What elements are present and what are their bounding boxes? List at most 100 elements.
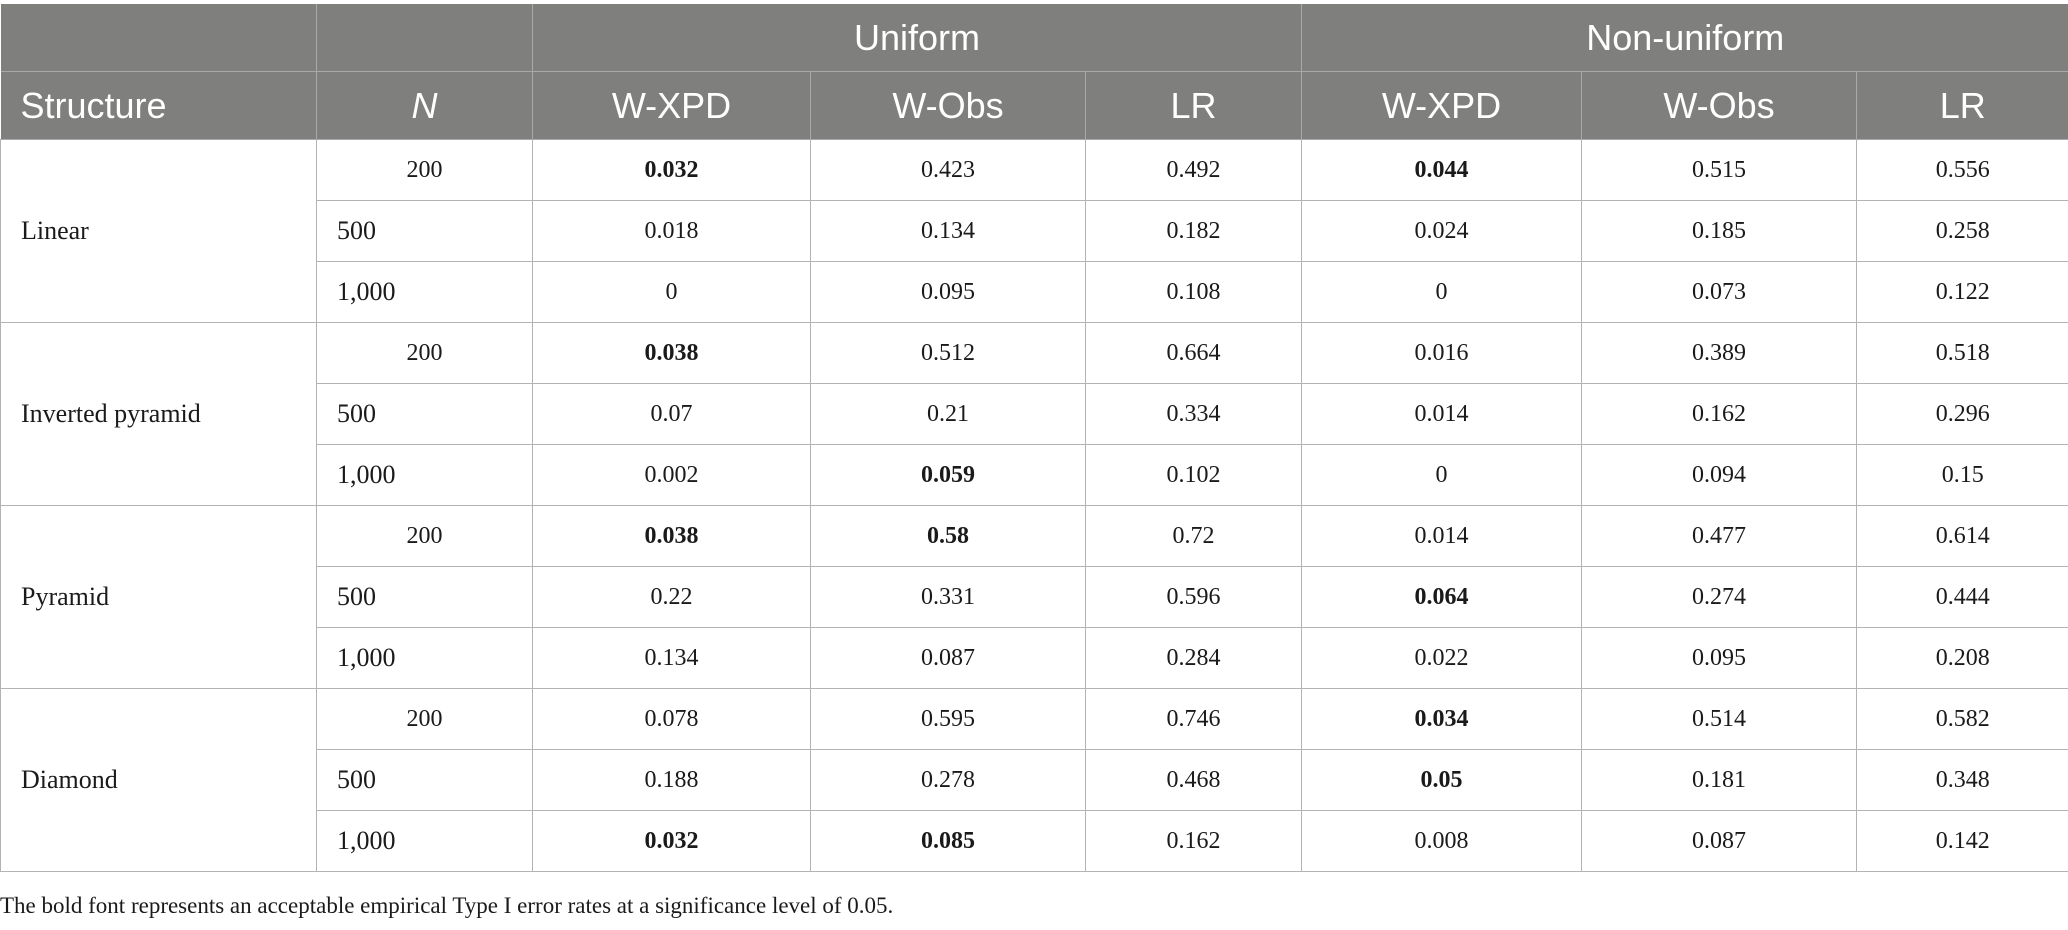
table-row: 500 0.018 0.134 0.182 0.024 0.185 0.258 [1, 200, 2068, 262]
value-cell: 0.515 [1581, 139, 1857, 201]
value-cell: 0.008 [1301, 810, 1582, 872]
value-cell: 0.582 [1855, 688, 2068, 750]
value-cell: 0.556 [1855, 139, 2068, 201]
n-cell: 200 [316, 139, 533, 201]
value-cell: 0.07 [532, 383, 811, 445]
value-cell: 0.614 [1855, 505, 2068, 567]
table-row: 1,000 0.002 0.059 0.102 0 0.094 0.15 [1, 444, 2068, 506]
value-cell: 0.102 [1085, 444, 1302, 506]
value-cell: 0.512 [810, 322, 1086, 384]
value-cell: 0.15 [1855, 444, 2068, 506]
structure-cell: Pyramid [0, 505, 317, 689]
structure-cell: Inverted pyramid [0, 322, 317, 506]
value-cell: 0.514 [1581, 688, 1857, 750]
value-cell: 0.664 [1085, 322, 1302, 384]
value-cell: 0.087 [1581, 810, 1857, 872]
column-header-uniform-w-xpd: W-XPD [532, 71, 811, 140]
group-header-row: Uniform Non-uniform [0, 4, 2068, 72]
column-header-non-uniform-lr: LR [1856, 71, 2068, 140]
value-cell: 0.58 [810, 505, 1086, 567]
value-cell: 0.182 [1085, 200, 1302, 262]
structure-cell: Diamond [0, 688, 317, 872]
value-cell: 0.059 [810, 444, 1086, 506]
structure-cell: Linear [0, 139, 317, 323]
value-cell: 0.284 [1085, 627, 1302, 689]
value-cell: 0.746 [1085, 688, 1302, 750]
value-cell: 0.032 [532, 139, 811, 201]
column-header-row: Structure N W-XPD W-Obs LR W-XPD W-Obs L… [0, 71, 2068, 140]
results-table: Uniform Non-uniform Structure N W-XPD W-… [0, 4, 2068, 872]
value-cell: 0.296 [1855, 383, 2068, 445]
value-cell: 0.134 [532, 627, 811, 689]
value-cell: 0.002 [532, 444, 811, 506]
n-cell: 1,000 [316, 261, 533, 323]
n-cell: 1,000 [316, 444, 533, 506]
value-cell: 0.468 [1085, 749, 1302, 811]
table-row: Diamond 200 0.078 0.595 0.746 0.034 0.514 0.582 [0, 688, 2068, 872]
value-cell: 0.134 [810, 200, 1086, 262]
value-cell: 0.038 [532, 505, 811, 567]
group-header-empty-n [316, 4, 533, 72]
table-body: Linear 200 0.032 0.423 0.492 0.044 0.515 0.556 5… [0, 139, 2068, 872]
value-cell: 0.389 [1581, 322, 1857, 384]
value-cell: 0.095 [1581, 627, 1857, 689]
value-cell: 0.181 [1581, 749, 1857, 811]
value-cell: 0.034 [1301, 688, 1582, 750]
value-cell: 0.085 [810, 810, 1086, 872]
value-cell: 0.122 [1855, 261, 2068, 323]
value-cell: 0.142 [1855, 810, 2068, 872]
value-cell: 0.596 [1085, 566, 1302, 628]
column-header-non-uniform-w-obs: W-Obs [1581, 71, 1857, 140]
value-cell: 0.258 [1855, 200, 2068, 262]
value-cell: 0.595 [810, 688, 1086, 750]
value-cell: 0.014 [1301, 383, 1582, 445]
table-row: Pyramid 200 0.038 0.58 0.72 0.014 0.477 0.614 [0, 505, 2068, 689]
column-header-structure: Structure [0, 71, 317, 140]
n-cell: 1,000 [316, 627, 533, 689]
value-cell: 0.185 [1581, 200, 1857, 262]
table-row: 500 0.07 0.21 0.334 0.014 0.162 0.296 [1, 383, 2068, 445]
n-cell: 500 [316, 383, 533, 445]
table-row: 1,000 0.134 0.087 0.284 0.022 0.095 0.208 [1, 627, 2068, 689]
table-row: 1,000 0.032 0.085 0.162 0.008 0.087 0.142 [1, 810, 2068, 872]
value-cell: 0.073 [1581, 261, 1857, 323]
n-cell: 200 [316, 688, 533, 750]
value-cell: 0.21 [810, 383, 1086, 445]
value-cell: 0.492 [1085, 139, 1302, 201]
value-cell: 0.477 [1581, 505, 1857, 567]
value-cell: 0.348 [1855, 749, 2068, 811]
group-header-uniform: Uniform [532, 4, 1302, 72]
table-container: Uniform Non-uniform Structure N W-XPD W-… [0, 4, 2068, 872]
column-header-n: N [316, 71, 533, 140]
value-cell: 0.044 [1301, 139, 1582, 201]
value-cell: 0.018 [532, 200, 811, 262]
column-header-non-uniform-w-xpd: W-XPD [1301, 71, 1582, 140]
value-cell: 0.05 [1301, 749, 1582, 811]
value-cell: 0.032 [532, 810, 811, 872]
value-cell: 0.278 [810, 749, 1086, 811]
table-row: 500 0.188 0.278 0.468 0.05 0.181 0.348 [1, 749, 2068, 811]
table-row: 500 0.22 0.331 0.596 0.064 0.274 0.444 [1, 566, 2068, 628]
value-cell: 0.014 [1301, 505, 1582, 567]
value-cell: 0.108 [1085, 261, 1302, 323]
value-cell: 0.518 [1855, 322, 2068, 384]
value-cell: 0.016 [1301, 322, 1582, 384]
n-cell: 200 [316, 322, 533, 384]
n-cell: 200 [316, 505, 533, 567]
value-cell: 0.22 [532, 566, 811, 628]
column-header-uniform-w-obs: W-Obs [810, 71, 1086, 140]
value-cell: 0.087 [810, 627, 1086, 689]
value-cell: 0.423 [810, 139, 1086, 201]
value-cell: 0.334 [1085, 383, 1302, 445]
group-header-non-uniform: Non-uniform [1301, 4, 2068, 72]
value-cell: 0.208 [1855, 627, 2068, 689]
table-row: Inverted pyramid 200 0.038 0.512 0.664 0.016 0… [0, 322, 2068, 506]
value-cell: 0.188 [532, 749, 811, 811]
table-row: 1,000 0 0.095 0.108 0 0.073 0.122 [1, 261, 2068, 323]
n-cell: 500 [316, 200, 533, 262]
value-cell: 0.024 [1301, 200, 1582, 262]
value-cell: 0 [532, 261, 811, 323]
n-cell: 1,000 [316, 810, 533, 872]
table-footnote: The bold font represents an acceptable e… [0, 893, 894, 918]
value-cell: 0 [1301, 261, 1582, 323]
